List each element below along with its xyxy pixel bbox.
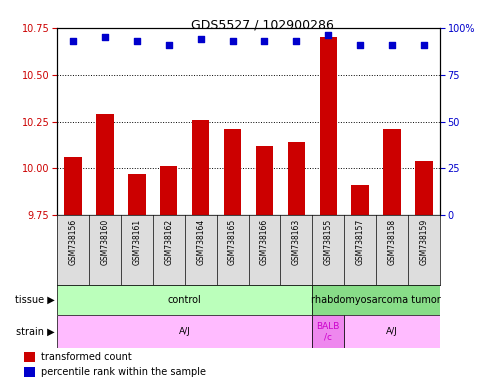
- Bar: [57, 285, 313, 315]
- Bar: [224, 129, 241, 215]
- Text: GSM738158: GSM738158: [387, 218, 397, 265]
- Text: GDS5527 / 102900286: GDS5527 / 102900286: [191, 18, 334, 31]
- Text: GSM738164: GSM738164: [196, 218, 205, 265]
- Bar: [344, 315, 440, 348]
- Bar: [57, 315, 313, 348]
- Text: A/J: A/J: [179, 327, 190, 336]
- Text: GSM738157: GSM738157: [356, 218, 365, 265]
- Point: [133, 38, 141, 44]
- Text: BALB
/c: BALB /c: [317, 322, 340, 341]
- Point: [420, 42, 428, 48]
- Text: A/J: A/J: [386, 327, 398, 336]
- Bar: [192, 120, 210, 215]
- Bar: [352, 185, 369, 215]
- Text: control: control: [168, 295, 202, 305]
- Point: [229, 38, 237, 44]
- Text: percentile rank within the sample: percentile rank within the sample: [41, 367, 206, 377]
- Text: GSM738156: GSM738156: [69, 218, 77, 265]
- Text: GSM738162: GSM738162: [164, 218, 173, 265]
- Point: [165, 42, 173, 48]
- Text: GSM738160: GSM738160: [101, 218, 109, 265]
- Text: transformed count: transformed count: [41, 352, 132, 362]
- Bar: [24, 367, 35, 377]
- Bar: [24, 352, 35, 361]
- Bar: [415, 161, 433, 215]
- Bar: [319, 37, 337, 215]
- Text: strain ▶: strain ▶: [16, 326, 55, 336]
- Bar: [313, 315, 344, 348]
- Text: GSM738159: GSM738159: [420, 218, 428, 265]
- Bar: [313, 285, 440, 315]
- Bar: [160, 166, 177, 215]
- Point: [356, 42, 364, 48]
- Text: GSM738163: GSM738163: [292, 218, 301, 265]
- Bar: [96, 114, 114, 215]
- Point: [292, 38, 300, 44]
- Text: rhabdomyosarcoma tumor: rhabdomyosarcoma tumor: [311, 295, 441, 305]
- Text: GSM738166: GSM738166: [260, 218, 269, 265]
- Bar: [384, 129, 401, 215]
- Point: [69, 38, 77, 44]
- Bar: [128, 174, 145, 215]
- Text: GSM738161: GSM738161: [132, 218, 141, 265]
- Point: [101, 34, 109, 40]
- Bar: [64, 157, 82, 215]
- Bar: [287, 142, 305, 215]
- Point: [388, 42, 396, 48]
- Text: GSM738155: GSM738155: [324, 218, 333, 265]
- Text: tissue ▶: tissue ▶: [15, 295, 55, 305]
- Text: GSM738165: GSM738165: [228, 218, 237, 265]
- Point: [324, 32, 332, 38]
- Point: [197, 36, 205, 42]
- Point: [260, 38, 268, 44]
- Bar: [256, 146, 273, 215]
